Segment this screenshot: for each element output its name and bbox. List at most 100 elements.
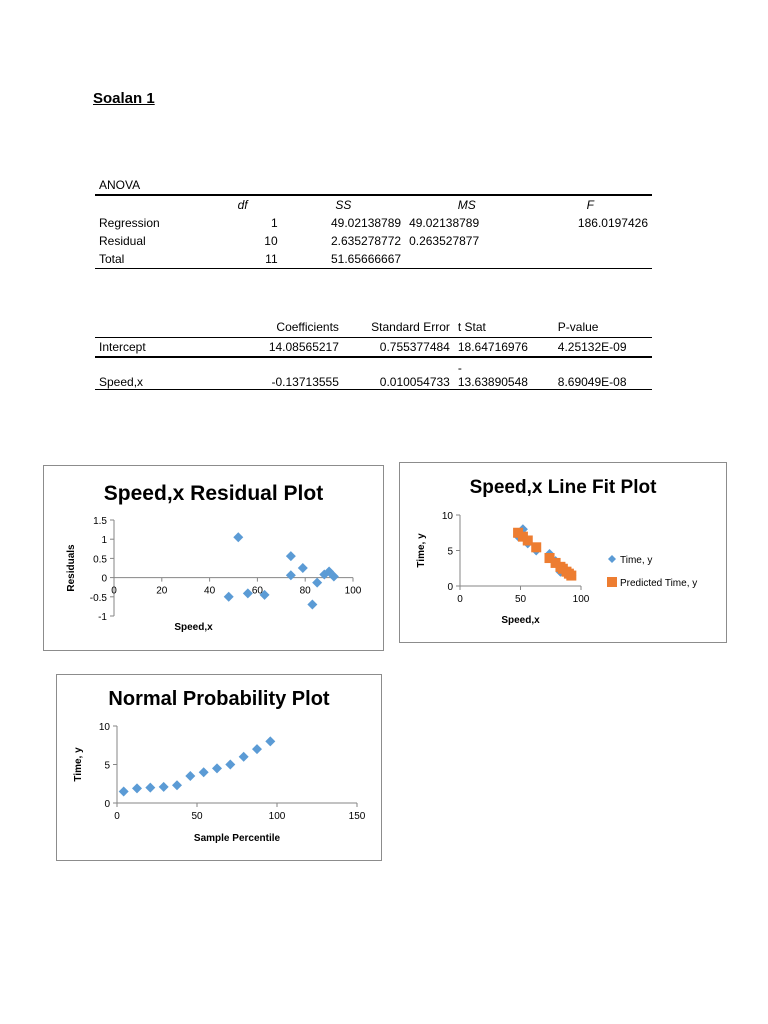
cell: 0.263527877 — [409, 234, 480, 248]
x-tick-label: 80 — [300, 586, 312, 597]
cell: 51.65666667 — [331, 252, 402, 266]
cell: -13.63890548 — [454, 357, 554, 389]
anova-label: ANOVA — [99, 178, 141, 192]
data-point — [118, 786, 129, 797]
cell: -0.13713555 — [271, 374, 339, 389]
cell: 18.64716976 — [457, 339, 528, 354]
x-tick-label: 100 — [345, 586, 362, 597]
cell: 186.0197426 — [577, 216, 648, 230]
header-f: F — [586, 198, 594, 212]
cell: Regression — [99, 216, 160, 230]
cell — [529, 250, 652, 269]
cell: 49.02138789 — [409, 216, 480, 230]
data-point — [172, 780, 182, 791]
anova-table: ANOVA df SS MS F Regression 1 49.0213878… — [95, 176, 652, 269]
cell-line: - — [457, 360, 462, 375]
header-ms: MS — [457, 198, 476, 212]
chart-title: Speed,x Residual Plot — [104, 482, 323, 505]
data-point — [544, 553, 555, 564]
x-axis-label: Speed,x — [501, 615, 540, 626]
x-tick-label: 40 — [204, 586, 216, 597]
data-point — [185, 771, 196, 782]
data-point — [522, 535, 533, 546]
cell: 8.69049E-08 — [557, 374, 627, 389]
y-tick-label: 1 — [101, 535, 107, 546]
chart-title: Speed,x Line Fit Plot — [470, 477, 658, 498]
y-tick-label: 10 — [442, 511, 454, 522]
legend-marker — [608, 555, 616, 563]
data-point — [566, 570, 577, 581]
page-heading: Soalan 1 — [93, 90, 155, 107]
data-point — [285, 551, 296, 562]
data-point — [132, 783, 142, 794]
cell: 11 — [265, 252, 278, 266]
data-point — [212, 763, 222, 774]
data-point — [312, 577, 323, 588]
cell: Speed,x — [99, 374, 144, 389]
header-cell — [95, 195, 204, 214]
x-tick-label: 100 — [269, 811, 286, 822]
y-tick-label: 0 — [104, 799, 110, 810]
table-row: Regression 1 49.02138789 49.02138789 186… — [95, 214, 652, 232]
header-ss: SS — [335, 198, 352, 212]
y-axis-label: Time, y — [416, 533, 427, 568]
data-point — [531, 542, 542, 553]
cell: 14.08565217 — [268, 339, 339, 354]
y-tick-label: -0.5 — [90, 593, 108, 604]
table-row: Total 11 51.65666667 — [95, 250, 652, 269]
data-point — [259, 589, 270, 600]
data-point — [242, 588, 253, 599]
y-tick-label: 10 — [99, 722, 111, 733]
header-cell — [95, 317, 243, 337]
chart-title: Normal Probability Plot — [108, 688, 329, 710]
residual-plot: Speed,x Residual Plot -1 -0.5 0 0.5 1 1.5 0 20 40… — [43, 465, 384, 651]
y-tick-label: 0.5 — [93, 554, 107, 565]
cell: 4.25132E-09 — [557, 339, 627, 354]
legend-label: Time, y — [620, 555, 652, 566]
data-point — [145, 782, 156, 793]
data-point — [225, 759, 236, 770]
header-t-stat: t Stat — [457, 319, 486, 334]
x-tick-label: 60 — [252, 586, 264, 597]
x-tick-label: 50 — [191, 811, 203, 822]
header-p-value: P-value — [557, 319, 599, 334]
y-tick-label: 0 — [447, 582, 453, 593]
cell: 0.010054733 — [379, 374, 450, 389]
x-tick-label: 0 — [457, 594, 463, 605]
cell: 10 — [264, 234, 278, 248]
normal-probability-plot: Normal Probability Plot 0 5 10 0 50 100 150 Samp… — [56, 674, 382, 861]
header-coefficients: Coefficients — [276, 319, 339, 334]
table-row: Intercept 14.08565217 0.755377484 18.647… — [95, 337, 652, 357]
data-point — [158, 781, 169, 792]
y-tick-label: 5 — [104, 761, 110, 772]
header-standard-error: Standard Error — [371, 319, 450, 334]
y-tick-label: -1 — [98, 612, 107, 623]
cell: 0.755377484 — [379, 339, 450, 354]
x-tick-label: 0 — [114, 811, 120, 822]
coefficients-table: Coefficients Standard Error t Stat P-val… — [95, 317, 652, 390]
x-tick-label: 0 — [111, 586, 117, 597]
y-tick-label: 0 — [101, 574, 107, 585]
header-df: df — [237, 198, 248, 212]
cell — [405, 250, 528, 269]
data-point — [328, 571, 339, 582]
data-point — [223, 591, 234, 602]
data-point — [238, 751, 249, 762]
cell-line: 13.63890548 — [457, 374, 528, 389]
cell: Total — [99, 252, 125, 266]
x-tick-label: 100 — [573, 594, 590, 605]
y-tick-label: 1.5 — [93, 516, 107, 527]
legend-label: Predicted Time, y — [620, 578, 697, 589]
data-point — [233, 532, 244, 543]
cell: 49.02138789 — [331, 216, 402, 230]
cell: Residual — [99, 234, 146, 248]
data-point — [252, 744, 262, 755]
line-fit-plot: Speed,x Line Fit Plot 0 5 10 0 50 100 Speed,x Ti… — [399, 462, 727, 643]
x-tick-label: 50 — [515, 594, 527, 605]
data-point — [285, 570, 296, 581]
x-tick-label: 150 — [349, 811, 366, 822]
cell: Intercept — [99, 339, 146, 354]
cell — [529, 232, 652, 250]
data-point — [297, 563, 308, 573]
